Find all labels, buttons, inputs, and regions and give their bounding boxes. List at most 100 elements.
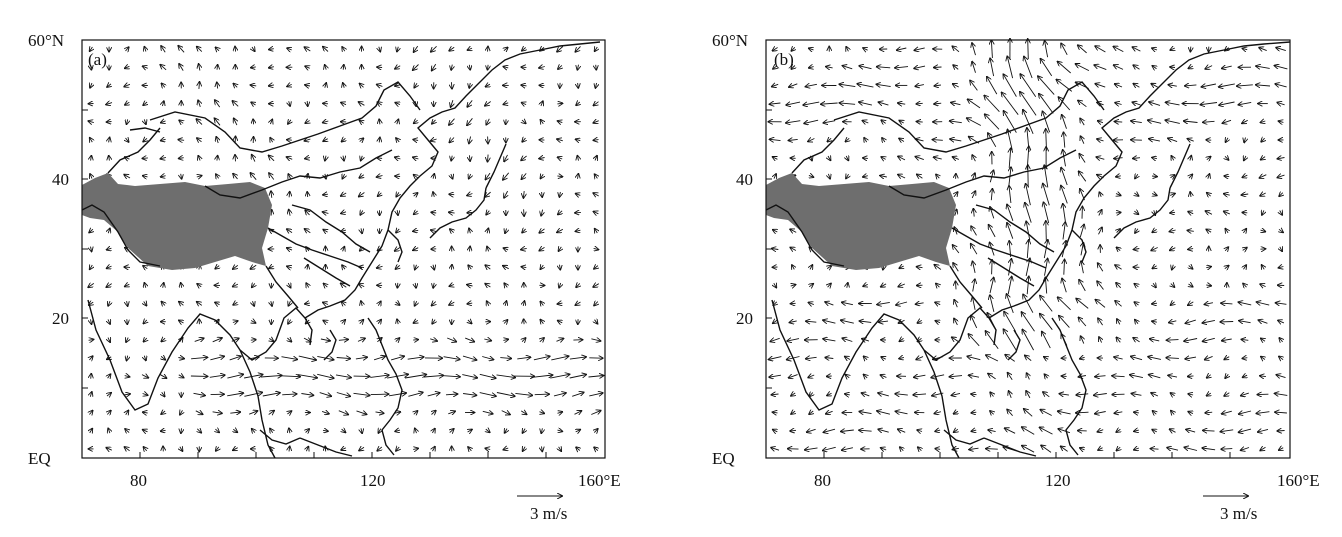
wind-vector bbox=[899, 357, 904, 358]
wind-vector bbox=[574, 411, 582, 414]
wind-vector bbox=[575, 302, 581, 305]
wind-vector bbox=[1279, 356, 1283, 359]
wind-vector bbox=[323, 230, 327, 233]
wind-vector bbox=[212, 412, 222, 414]
wind-vector bbox=[227, 393, 243, 396]
wind-vector bbox=[1184, 447, 1198, 450]
wind-vector bbox=[449, 212, 455, 213]
wind-vector bbox=[540, 338, 544, 342]
wind-vector bbox=[1208, 174, 1210, 179]
wind-vector bbox=[342, 429, 346, 432]
wind-vector bbox=[845, 375, 849, 378]
wind-vector bbox=[809, 303, 814, 305]
wind-vector bbox=[950, 139, 962, 141]
wind-vector bbox=[809, 284, 813, 287]
wind-vector bbox=[1171, 156, 1173, 160]
wind-vector bbox=[1116, 194, 1121, 196]
wind-vector bbox=[1045, 374, 1048, 378]
wind-vector bbox=[1189, 284, 1193, 287]
wind-vector bbox=[289, 428, 290, 434]
wind-vector bbox=[181, 428, 182, 433]
wind-vector bbox=[1099, 337, 1102, 343]
wind-vector bbox=[806, 84, 817, 86]
wind-vector bbox=[1172, 265, 1174, 270]
wind-vector bbox=[250, 265, 257, 269]
wind-vector bbox=[485, 284, 491, 287]
wind-vector bbox=[1131, 121, 1142, 123]
wind-vector bbox=[1130, 375, 1143, 378]
wind-vector bbox=[143, 176, 148, 177]
wind-vector bbox=[289, 210, 290, 216]
wind-vector bbox=[215, 100, 221, 108]
lat-top-label-a: 60°N bbox=[28, 31, 64, 50]
wind-vector bbox=[217, 156, 218, 161]
wind-vector bbox=[881, 357, 886, 359]
wind-vector bbox=[531, 375, 552, 377]
wind-vector bbox=[1116, 283, 1121, 289]
wind-vector bbox=[323, 194, 328, 195]
wind-vector bbox=[808, 375, 815, 378]
wind-vector bbox=[486, 429, 490, 432]
wind-vector bbox=[845, 394, 850, 395]
wind-vector bbox=[1205, 66, 1213, 69]
wind-vector bbox=[431, 139, 437, 141]
wind-vector bbox=[594, 302, 598, 306]
lat-label-eq-b: EQ bbox=[712, 449, 735, 468]
wind-vector bbox=[515, 393, 532, 395]
wind-vector bbox=[377, 266, 383, 268]
wind-vector bbox=[1064, 260, 1065, 275]
wind-vector bbox=[361, 428, 362, 433]
wind-vector bbox=[321, 411, 329, 413]
wind-vector bbox=[88, 121, 94, 123]
wind-vector bbox=[1133, 65, 1140, 69]
wind-vector bbox=[361, 228, 362, 233]
wind-vector bbox=[431, 45, 437, 52]
wind-vector bbox=[578, 174, 579, 179]
wind-vector bbox=[432, 63, 436, 70]
wind-vector bbox=[467, 285, 473, 286]
wind-vector bbox=[876, 84, 891, 86]
wind-vector bbox=[898, 156, 906, 160]
wind-vector bbox=[1080, 119, 1084, 126]
reference-vector-label-a: 3 m/s bbox=[530, 504, 567, 523]
wind-vector bbox=[895, 394, 908, 395]
wind-vector bbox=[179, 158, 184, 159]
wind-vector bbox=[413, 230, 419, 231]
wind-vector bbox=[269, 85, 275, 86]
wind-vector bbox=[594, 102, 599, 106]
wind-vector bbox=[1277, 158, 1285, 159]
wind-vector bbox=[487, 301, 489, 306]
wind-vector bbox=[305, 47, 311, 51]
wind-vector bbox=[1094, 65, 1107, 71]
wind-vector bbox=[89, 356, 92, 360]
wind-vector bbox=[303, 338, 311, 342]
wind-vector bbox=[319, 392, 332, 397]
wind-vector bbox=[952, 393, 961, 395]
wind-vector bbox=[1151, 393, 1159, 396]
wind-vector bbox=[898, 429, 906, 432]
wind-vector bbox=[361, 301, 362, 306]
wind-vector bbox=[1170, 429, 1176, 432]
wind-vector bbox=[560, 264, 561, 270]
wind-vector bbox=[252, 429, 255, 433]
wind-vector bbox=[252, 155, 255, 162]
wind-vector bbox=[1200, 103, 1218, 105]
wind-vector bbox=[143, 138, 147, 141]
wind-vector bbox=[1079, 376, 1086, 377]
wind-vector bbox=[843, 66, 853, 69]
wind-vector bbox=[553, 393, 566, 396]
wind-vector bbox=[269, 338, 273, 341]
wind-vector bbox=[199, 82, 200, 89]
wind-vector bbox=[953, 245, 960, 254]
wind-vector bbox=[1132, 102, 1141, 105]
wind-vector bbox=[1098, 448, 1102, 450]
wind-vector bbox=[143, 266, 147, 269]
wind-vector bbox=[1152, 229, 1156, 232]
wind-vector bbox=[126, 411, 129, 415]
ticks-a bbox=[82, 109, 547, 458]
wind-vector bbox=[143, 66, 148, 68]
wind-vector bbox=[523, 301, 524, 306]
wind-vector bbox=[1002, 93, 1019, 115]
wind-vector bbox=[451, 155, 452, 161]
wind-vector bbox=[216, 137, 218, 144]
